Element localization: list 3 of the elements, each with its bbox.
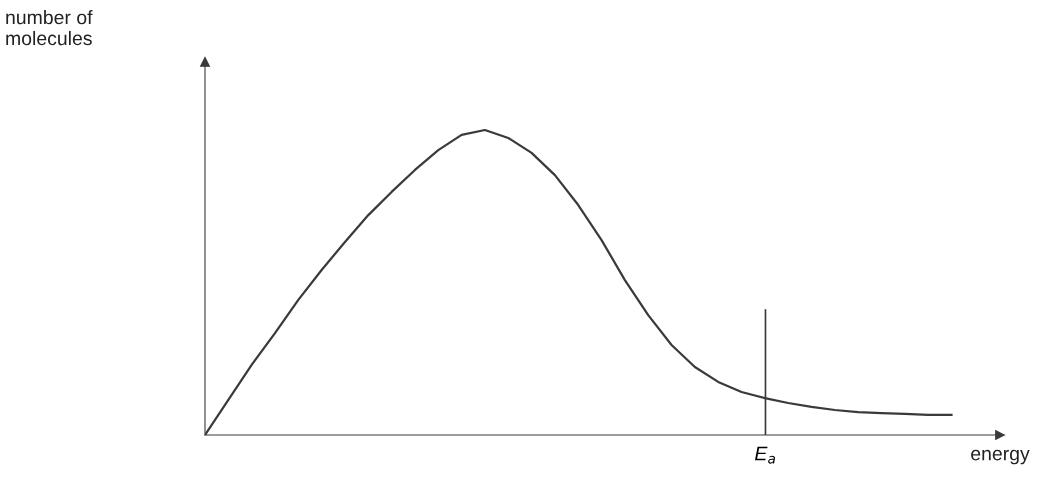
text: E$_{a}$ bbox=[754, 446, 775, 464]
x-axis-title: energy bbox=[971, 449, 1030, 465]
text: number of molecules bbox=[6, 10, 93, 46]
